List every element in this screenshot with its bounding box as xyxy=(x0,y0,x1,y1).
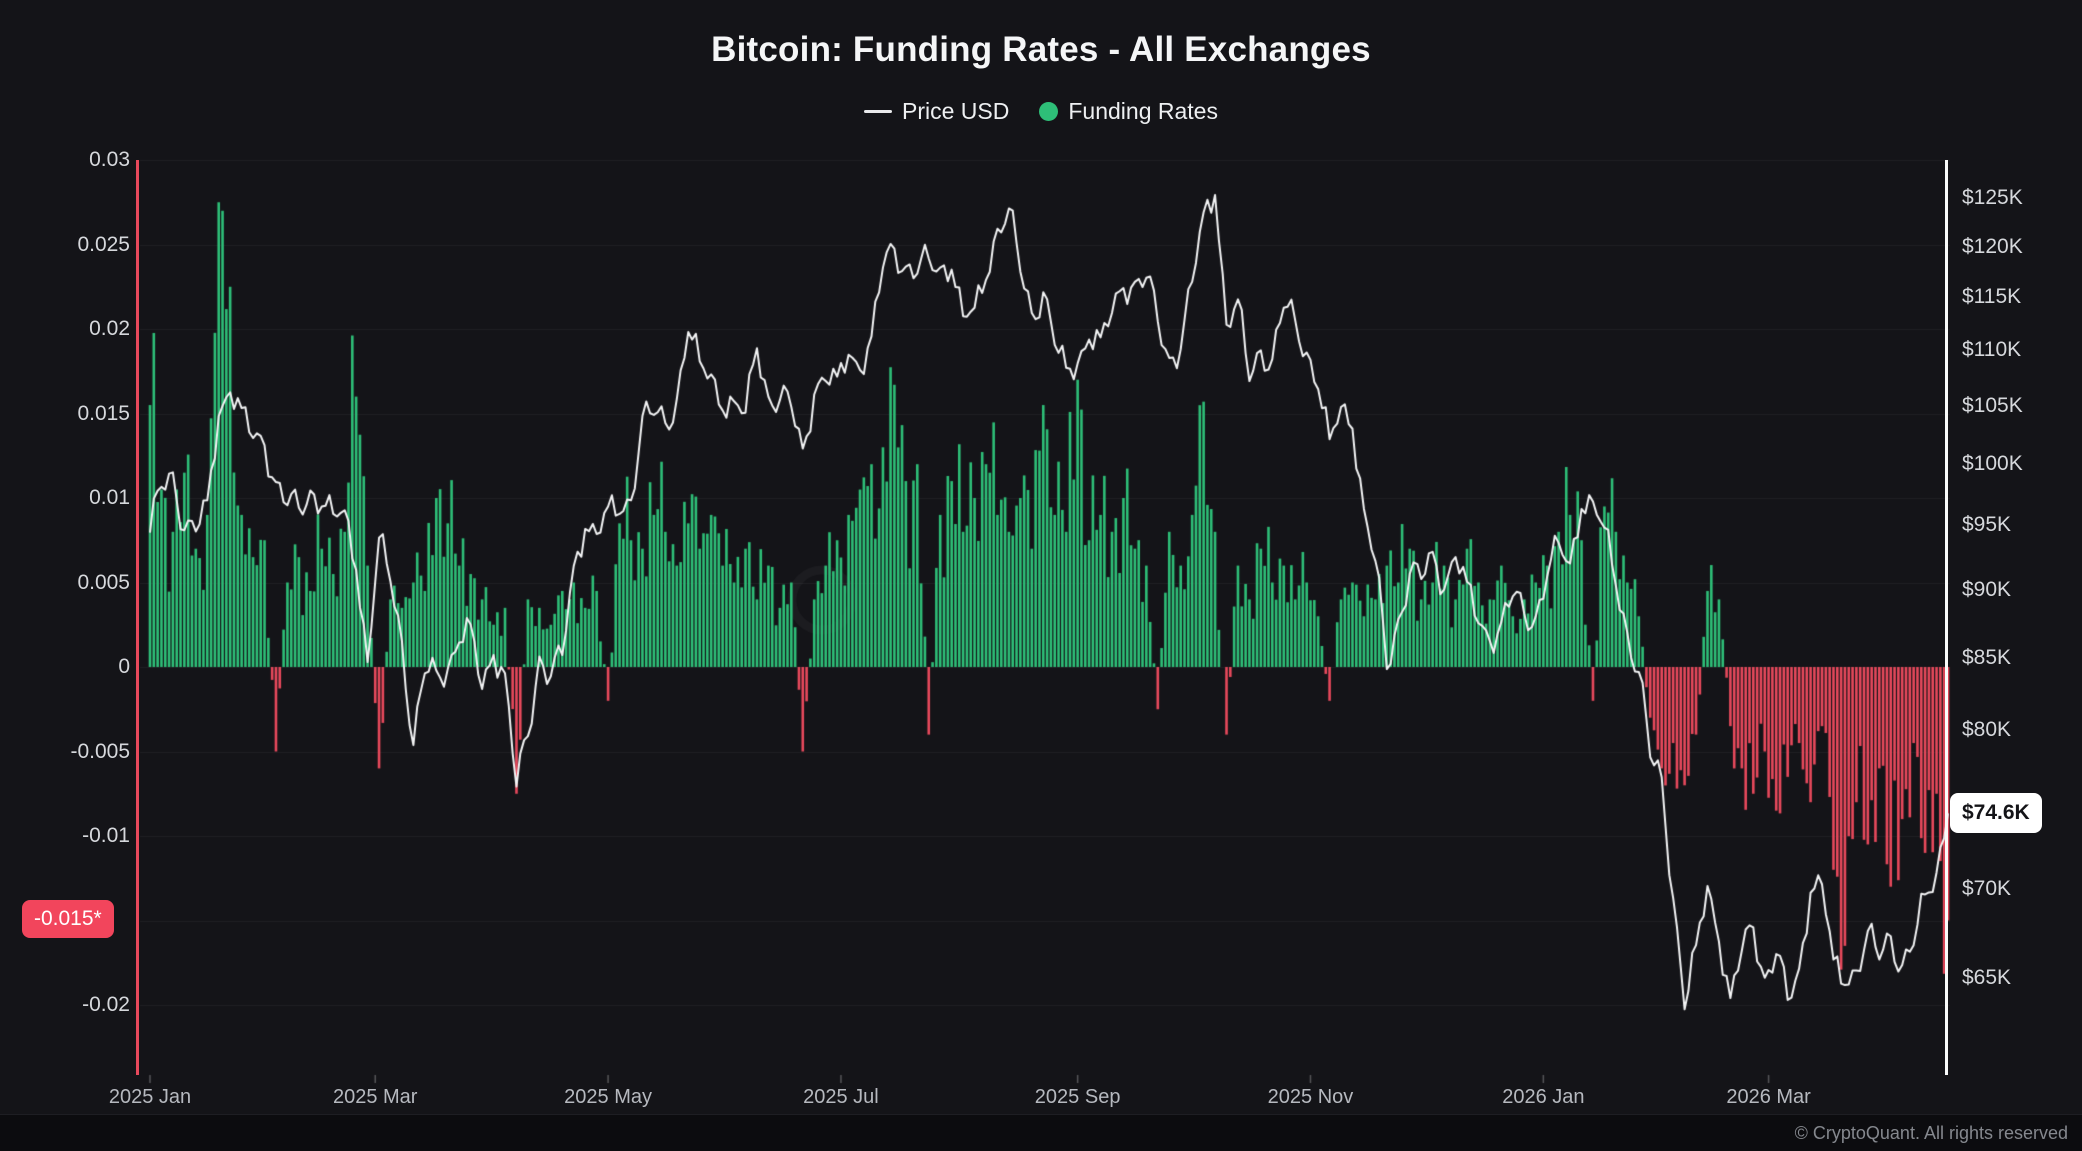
price-axis-tick-label: $70K xyxy=(1962,877,2012,901)
date-axis-tick-label: 2026 Mar xyxy=(1726,1086,1811,1108)
copyright-text: © CryptoQuant. All rights reserved xyxy=(1794,1122,2068,1143)
date-axis-tick-label: 2025 May xyxy=(564,1086,652,1108)
funding-dot-legend-icon xyxy=(1039,102,1059,121)
price-axis-tick-label: $115K xyxy=(1962,285,2022,309)
funding-axis-tick-label: 0.03 xyxy=(89,148,130,171)
price-last-value-badge: $74.6K xyxy=(1950,793,2042,833)
funding-axis-tick-label: -0.005 xyxy=(70,739,130,763)
price-line-legend-icon xyxy=(864,110,893,113)
funding-axis-tick-label: 0.02 xyxy=(89,317,130,340)
left-axis-line xyxy=(136,160,139,1075)
date-axis-tick-label: 2025 Nov xyxy=(1267,1086,1354,1108)
price-axis-tick-label: $95K xyxy=(1962,513,2012,537)
funding-axis-tick-label: 0.015 xyxy=(77,401,130,425)
date-axis-tick-label: 2026 Jan xyxy=(1502,1086,1585,1108)
price-axis-tick-label: $90K xyxy=(1962,577,2012,601)
funding-axis-tick-label: 0.005 xyxy=(77,570,130,594)
right-axis-line xyxy=(1945,160,1948,1075)
date-axis-tick-label: 2025 Sep xyxy=(1034,1086,1121,1108)
footer-bar: © CryptoQuant. All rights reserved xyxy=(0,1114,2082,1151)
price-axis-tick-label: $110K xyxy=(1962,338,2022,362)
price-axis-tick-label: $120K xyxy=(1962,234,2023,258)
chart-legend: Price USD Funding Rates xyxy=(0,98,2082,125)
funding-axis-tick-label: -0.02 xyxy=(82,993,130,1016)
funding-axis-tick-label: 0 xyxy=(118,655,130,678)
price-axis-tick-label: $85K xyxy=(1962,645,2012,669)
price-axis-tick-label: $65K xyxy=(1962,965,2012,989)
page-title: Bitcoin: Funding Rates - All Exchanges xyxy=(711,30,1371,69)
legend-label-price: Price USD xyxy=(902,98,1010,124)
date-axis-tick-label: 2025 Mar xyxy=(332,1086,418,1108)
funding-last-value-badge: -0.015* xyxy=(22,900,114,938)
legend-item-funding[interactable]: Funding Rates xyxy=(1039,98,1218,125)
funding-axis-tick-label: 0.01 xyxy=(89,486,130,509)
date-axis-tick-label: 2025 Jan xyxy=(108,1086,192,1108)
price-axis-tick-label: $100K xyxy=(1962,452,2023,475)
funding-axis-tick-label: 0.025 xyxy=(77,232,130,256)
price-axis-tick-label: $80K xyxy=(1962,718,2012,742)
date-axis-tick-label: 2025 Jul xyxy=(803,1086,879,1108)
legend-item-price[interactable]: Price USD xyxy=(864,98,1009,125)
price-axis-tick-label: $125K xyxy=(1962,185,2023,209)
legend-label-funding: Funding Rates xyxy=(1068,98,1218,124)
price-axis-tick-label: $105K xyxy=(1962,393,2023,417)
funding-axis-tick-label: -0.01 xyxy=(82,824,130,847)
